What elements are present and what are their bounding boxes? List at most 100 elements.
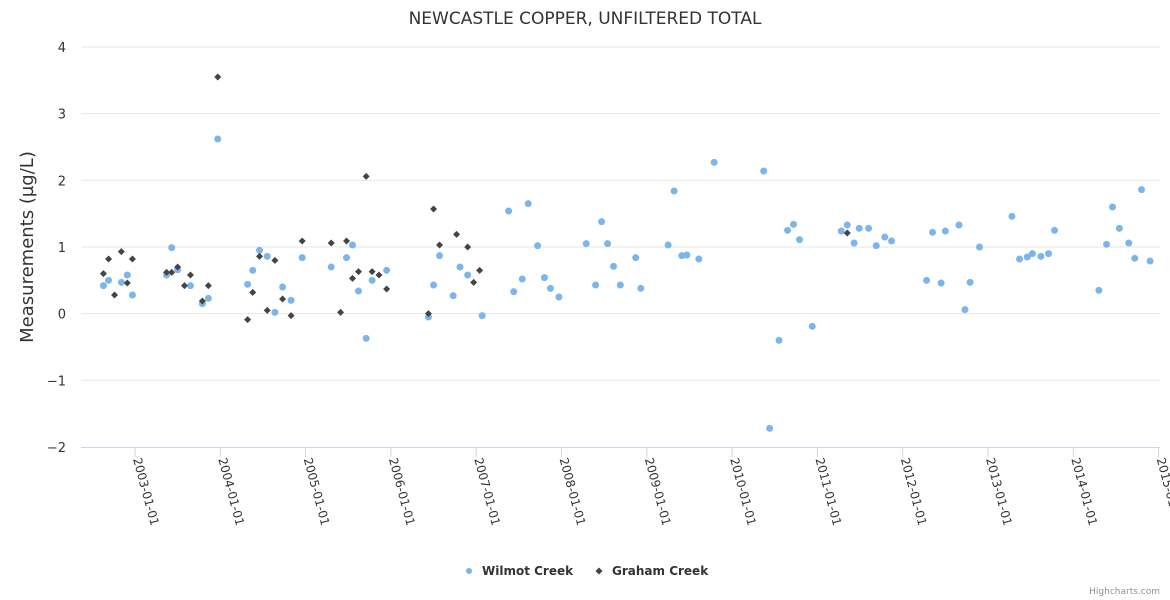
data-point-wilmot[interactable] (881, 233, 889, 241)
data-point-wilmot[interactable] (855, 224, 863, 232)
data-point-graham[interactable] (843, 229, 851, 237)
data-point-graham[interactable] (424, 310, 432, 318)
data-point-wilmot[interactable] (249, 266, 257, 274)
data-point-graham[interactable] (174, 263, 182, 271)
data-point-wilmot[interactable] (524, 200, 532, 208)
data-point-wilmot[interactable] (1138, 186, 1146, 194)
data-point-wilmot[interactable] (287, 296, 295, 304)
data-point-wilmot[interactable] (555, 293, 563, 301)
data-point-wilmot[interactable] (1045, 250, 1053, 258)
data-point-wilmot[interactable] (710, 158, 718, 166)
data-point-wilmot[interactable] (975, 243, 983, 251)
data-point-graham[interactable] (117, 248, 125, 256)
data-point-wilmot[interactable] (343, 254, 351, 262)
data-point-wilmot[interactable] (534, 242, 542, 250)
data-point-graham[interactable] (436, 241, 444, 249)
data-point-wilmot[interactable] (888, 237, 896, 245)
data-point-graham[interactable] (163, 268, 171, 276)
legend-item-wilmot-creek[interactable]: Wilmot Creek (466, 564, 574, 578)
data-point-graham[interactable] (476, 266, 484, 274)
data-point-wilmot[interactable] (354, 287, 362, 295)
data-point-wilmot[interactable] (955, 221, 963, 229)
data-point-wilmot[interactable] (678, 252, 686, 260)
legend-item-graham-creek[interactable]: Graham Creek (595, 564, 710, 578)
data-point-wilmot[interactable] (610, 262, 618, 270)
legend-label-wilmot[interactable]: Wilmot Creek (482, 564, 574, 578)
data-point-graham[interactable] (430, 205, 438, 213)
data-point-wilmot[interactable] (204, 294, 212, 302)
data-point-wilmot[interactable] (604, 240, 612, 248)
data-point-graham[interactable] (453, 230, 461, 238)
data-point-graham[interactable] (263, 306, 271, 314)
data-point-wilmot[interactable] (214, 135, 222, 143)
data-point-graham[interactable] (271, 256, 279, 264)
data-point-graham[interactable] (204, 282, 212, 290)
data-point-wilmot[interactable] (1115, 224, 1123, 232)
data-point-wilmot[interactable] (464, 271, 472, 279)
data-point-wilmot[interactable] (1125, 239, 1133, 247)
data-point-graham[interactable] (186, 271, 194, 279)
data-point-graham[interactable] (244, 316, 252, 324)
data-point-wilmot[interactable] (117, 278, 125, 286)
data-point-wilmot[interactable] (695, 255, 703, 263)
legend[interactable]: Wilmot Creek Graham Creek (466, 564, 709, 578)
data-point-wilmot[interactable] (1109, 203, 1117, 211)
data-point-wilmot[interactable] (1051, 226, 1059, 234)
data-point-wilmot[interactable] (478, 312, 486, 320)
data-point-graham[interactable] (111, 291, 119, 299)
data-point-wilmot[interactable] (808, 322, 816, 330)
data-point-wilmot[interactable] (941, 227, 949, 235)
data-point-wilmot[interactable] (1095, 286, 1103, 294)
data-point-wilmot[interactable] (775, 336, 783, 344)
data-point-wilmot[interactable] (368, 276, 376, 284)
data-point-wilmot[interactable] (256, 246, 264, 254)
data-point-wilmot[interactable] (670, 187, 678, 195)
data-point-wilmot[interactable] (298, 254, 306, 262)
data-point-wilmot[interactable] (961, 306, 969, 314)
data-point-wilmot[interactable] (383, 266, 391, 274)
data-point-wilmot[interactable] (937, 279, 945, 287)
data-point-graham[interactable] (287, 312, 295, 320)
data-point-graham[interactable] (128, 255, 136, 263)
data-point-graham[interactable] (343, 237, 351, 245)
data-point-wilmot[interactable] (1131, 254, 1139, 262)
data-point-wilmot[interactable] (632, 254, 640, 262)
data-point-wilmot[interactable] (664, 241, 672, 249)
data-point-wilmot[interactable] (1028, 250, 1036, 258)
data-point-graham[interactable] (105, 255, 113, 263)
data-point-graham[interactable] (368, 268, 376, 276)
data-point-graham[interactable] (383, 285, 391, 293)
data-point-wilmot[interactable] (123, 271, 131, 279)
data-point-graham[interactable] (464, 243, 472, 251)
data-point-wilmot[interactable] (582, 240, 590, 248)
data-point-graham[interactable] (180, 282, 188, 290)
data-point-wilmot[interactable] (362, 334, 370, 342)
data-point-wilmot[interactable] (244, 280, 252, 288)
data-point-wilmot[interactable] (327, 263, 335, 271)
data-point-graham[interactable] (168, 268, 176, 276)
data-point-graham[interactable] (279, 295, 287, 303)
data-point-wilmot[interactable] (766, 424, 774, 432)
data-point-wilmot[interactable] (795, 236, 803, 244)
data-point-wilmot[interactable] (263, 252, 271, 260)
data-point-wilmot[interactable] (966, 278, 974, 286)
data-point-wilmot[interactable] (1103, 240, 1111, 248)
data-point-wilmot[interactable] (1008, 212, 1016, 220)
data-point-wilmot[interactable] (518, 275, 526, 283)
data-point-wilmot[interactable] (790, 220, 798, 228)
data-point-graham[interactable] (470, 278, 478, 286)
data-point-wilmot[interactable] (923, 276, 931, 284)
data-point-wilmot[interactable] (128, 291, 136, 299)
data-point-wilmot[interactable] (837, 227, 845, 235)
data-point-graham[interactable] (256, 252, 264, 260)
data-point-graham[interactable] (362, 172, 370, 180)
data-point-wilmot[interactable] (598, 218, 606, 226)
data-point-wilmot[interactable] (449, 292, 457, 300)
data-point-wilmot[interactable] (760, 167, 768, 175)
data-point-wilmot[interactable] (510, 288, 518, 296)
data-point-graham[interactable] (375, 271, 383, 279)
data-point-wilmot[interactable] (1037, 252, 1045, 260)
legend-label-graham[interactable]: Graham Creek (612, 564, 709, 578)
data-point-wilmot[interactable] (1146, 257, 1154, 265)
data-point-wilmot[interactable] (430, 281, 438, 289)
